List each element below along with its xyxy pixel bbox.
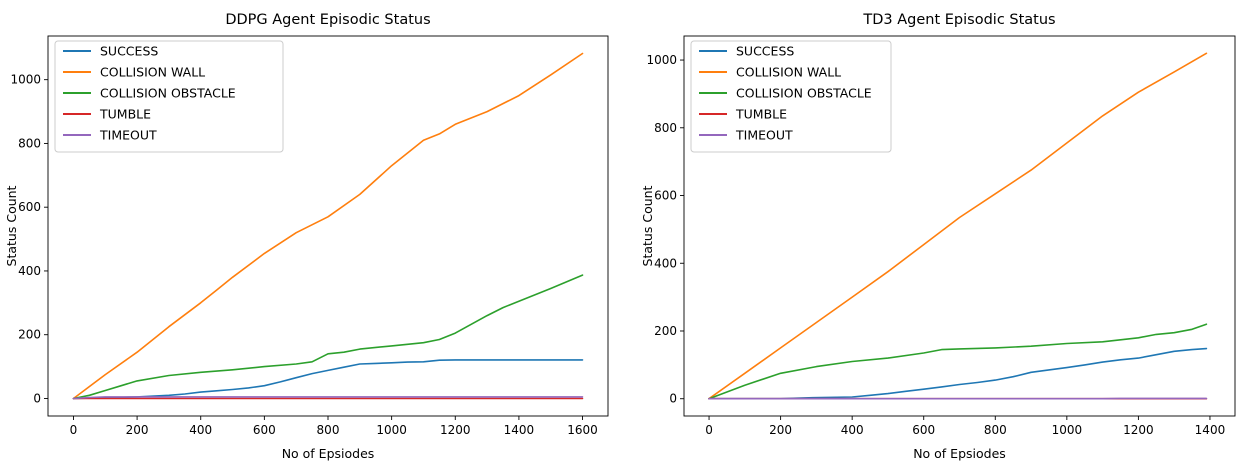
x-tick-label: 1200 [440, 423, 471, 437]
series-line-success [72, 359, 584, 400]
x-tick-label: 1400 [1195, 423, 1226, 437]
x-tick-label: 400 [189, 423, 212, 437]
legend-box [690, 40, 892, 153]
x-tick-label: 1200 [1123, 423, 1154, 437]
series-line-collision-obstacle [72, 274, 584, 400]
legend-label-collision-obstacle: COLLISION OBSTACLE [100, 86, 236, 101]
legend-label-tumble: TUMBLE [735, 107, 787, 122]
x-tick-label: 800 [317, 423, 340, 437]
x-tick-label: 0 [70, 423, 78, 437]
y-tick-label: 600 [18, 200, 41, 214]
x-tick-label: 200 [126, 423, 149, 437]
ddpg-chart: 0 200 400 600 800 1000 1200 1400 1600 0 200 400 600 8… [4, 12, 609, 461]
x-tick-label: 1000 [1052, 423, 1083, 437]
y-tick-label: 0 [669, 392, 677, 406]
series-line-collision-wall [708, 52, 1208, 400]
legend-label-timeout: TIMEOUT [735, 128, 793, 143]
x-tick-label: 1600 [567, 423, 598, 437]
series-lines [708, 52, 1208, 400]
y-tick-label: 400 [654, 256, 677, 270]
y-tick-label: 200 [18, 328, 41, 342]
x-tick-label: 0 [705, 423, 713, 437]
x-tick-label: 600 [912, 423, 935, 437]
legend-label-tumble: TUMBLE [99, 107, 151, 122]
chart-title: TD3 Agent Episodic Status [862, 12, 1055, 28]
td3-chart: 0 200 400 600 800 1000 1200 1400 0 200 400 600 800 10… [640, 12, 1236, 461]
legend-label-collision-wall: COLLISION WALL [100, 65, 205, 80]
y-axis-label: Status Count [4, 185, 19, 266]
series-line-timeout [72, 396, 584, 400]
x-tick-label: 400 [841, 423, 864, 437]
series-line-success [708, 347, 1208, 400]
x-tick-label: 600 [253, 423, 276, 437]
x-tick-label: 800 [984, 423, 1007, 437]
y-tick-label: 1000 [646, 53, 677, 67]
legend-label-collision-obstacle: COLLISION OBSTACLE [736, 86, 872, 101]
legend: SUCCESS COLLISION WALL COLLISION OBSTACLE T… [690, 40, 892, 153]
y-tick-label: 400 [18, 264, 41, 278]
legend: SUCCESS COLLISION WALL COLLISION OBSTACLE T… [54, 40, 284, 153]
y-axis-label: Status Count [640, 185, 655, 266]
x-axis-label: No of Epsiodes [913, 446, 1006, 461]
x-tick-label: 200 [769, 423, 792, 437]
legend-label-collision-wall: COLLISION WALL [736, 65, 841, 80]
series-lines [72, 52, 584, 400]
x-axis-label: No of Epsiodes [282, 446, 375, 461]
chart-title: DDPG Agent Episodic Status [225, 12, 430, 28]
axes-frame [683, 35, 1236, 417]
y-tick-label: 1000 [10, 73, 41, 87]
x-tick-label: 1400 [504, 423, 535, 437]
series-line-collision-wall [72, 52, 584, 400]
legend-label-success: SUCCESS [736, 44, 794, 59]
legend-label-timeout: TIMEOUT [99, 128, 157, 143]
legend-box [54, 40, 284, 153]
y-tick-label: 200 [654, 324, 677, 338]
x-tick-label: 1000 [376, 423, 407, 437]
legend-label-success: SUCCESS [100, 44, 158, 59]
y-tick-label: 0 [33, 391, 41, 405]
y-tick-label: 600 [654, 189, 677, 203]
y-tick-label: 800 [654, 121, 677, 135]
y-tick-label: 800 [18, 136, 41, 150]
series-line-collision-obstacle [708, 323, 1208, 400]
